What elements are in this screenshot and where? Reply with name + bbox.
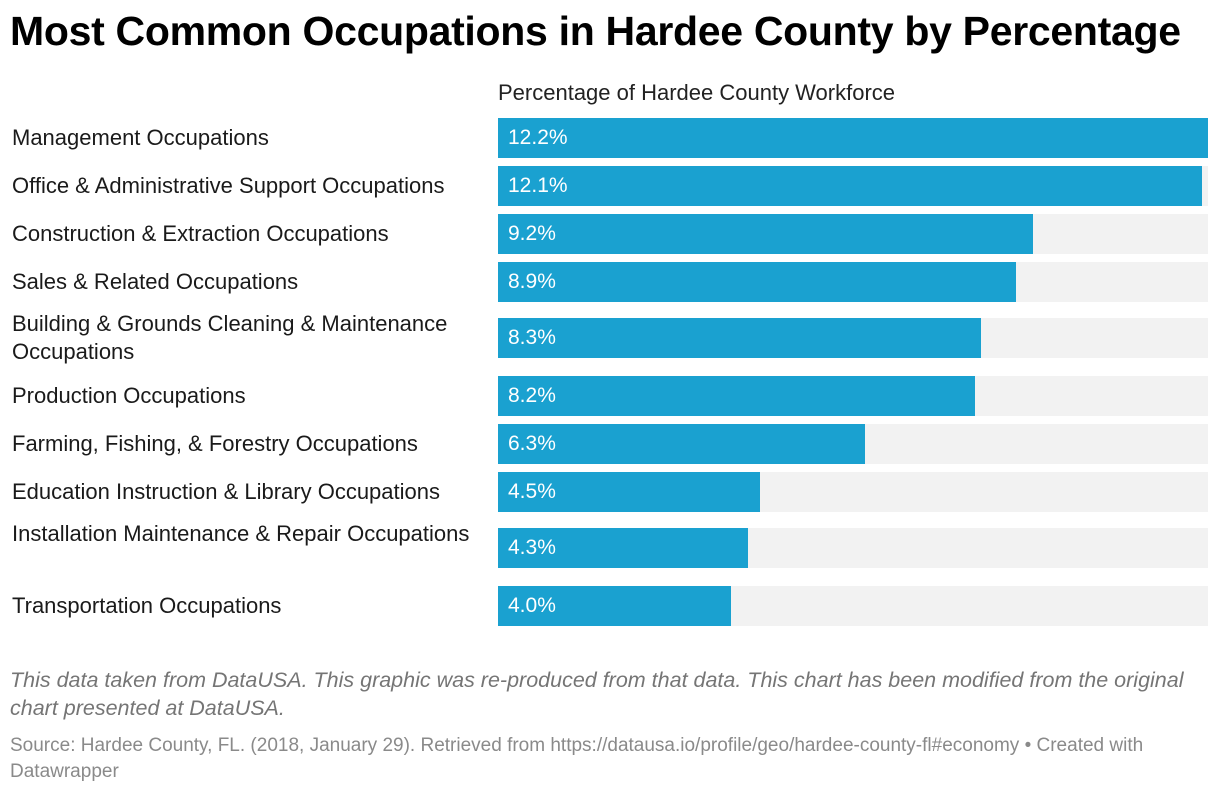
bar: 12.2% <box>498 118 1208 158</box>
bar: 8.2% <box>498 376 975 416</box>
bar: 4.3% <box>498 528 748 568</box>
bar-track: 4.0% <box>498 586 1208 626</box>
category-label: Production Occupations <box>12 383 246 408</box>
column-header: Percentage of Hardee County Workforce <box>498 80 896 105</box>
bar: 8.3% <box>498 318 981 358</box>
bar-track: 8.9% <box>498 262 1208 302</box>
bar-track: 6.3% <box>498 424 1208 464</box>
bar-value-label: 12.1% <box>508 174 568 197</box>
chart-note: This data taken from DataUSA. This graph… <box>10 668 1184 720</box>
bar: 6.3% <box>498 424 865 464</box>
category-label: Farming, Fishing, & Forestry Occupations <box>12 431 418 456</box>
bar: 4.0% <box>498 586 731 626</box>
bar-track: 12.1% <box>498 166 1208 206</box>
bar-value-label: 8.2% <box>508 384 556 407</box>
category-label: Sales & Related Occupations <box>12 269 299 294</box>
chart-source: Source: Hardee County, FL. (2018, Januar… <box>10 735 1144 782</box>
bar-value-label: 8.3% <box>508 326 556 349</box>
bar-value-label: 6.3% <box>508 432 556 455</box>
bar: 4.5% <box>498 472 760 512</box>
bar-track: 8.2% <box>498 376 1208 416</box>
bar-track: 8.3% <box>498 318 1208 358</box>
chart-title: Most Common Occupations in Hardee County… <box>10 8 1181 54</box>
bar: 9.2% <box>498 214 1033 254</box>
bar: 8.9% <box>498 262 1016 302</box>
category-label: Transportation Occupations <box>12 593 282 618</box>
category-label: Construction & Extraction Occupations <box>12 221 389 246</box>
category-label: Education Instruction & Library Occupati… <box>12 479 441 504</box>
bar: 12.1% <box>498 166 1202 206</box>
category-label: Office & Administrative Support Occupati… <box>12 173 445 198</box>
bar-value-label: 4.0% <box>508 594 556 617</box>
category-label: Installation Maintenance & Repair Occupa… <box>12 521 470 546</box>
category-label: Building & Grounds Cleaning & Maintenanc… <box>12 311 448 364</box>
bar-value-label: 9.2% <box>508 222 556 245</box>
bar-value-label: 8.9% <box>508 270 556 293</box>
bar-track: 4.3% <box>498 528 1208 568</box>
bar-track: 4.5% <box>498 472 1208 512</box>
bar-value-label: 4.5% <box>508 480 556 503</box>
bar-track: 12.2% <box>498 118 1208 158</box>
category-label: Management Occupations <box>12 125 269 150</box>
bar-value-label: 12.2% <box>508 126 568 149</box>
bar-value-label: 4.3% <box>508 536 556 559</box>
bar-track: 9.2% <box>498 214 1208 254</box>
